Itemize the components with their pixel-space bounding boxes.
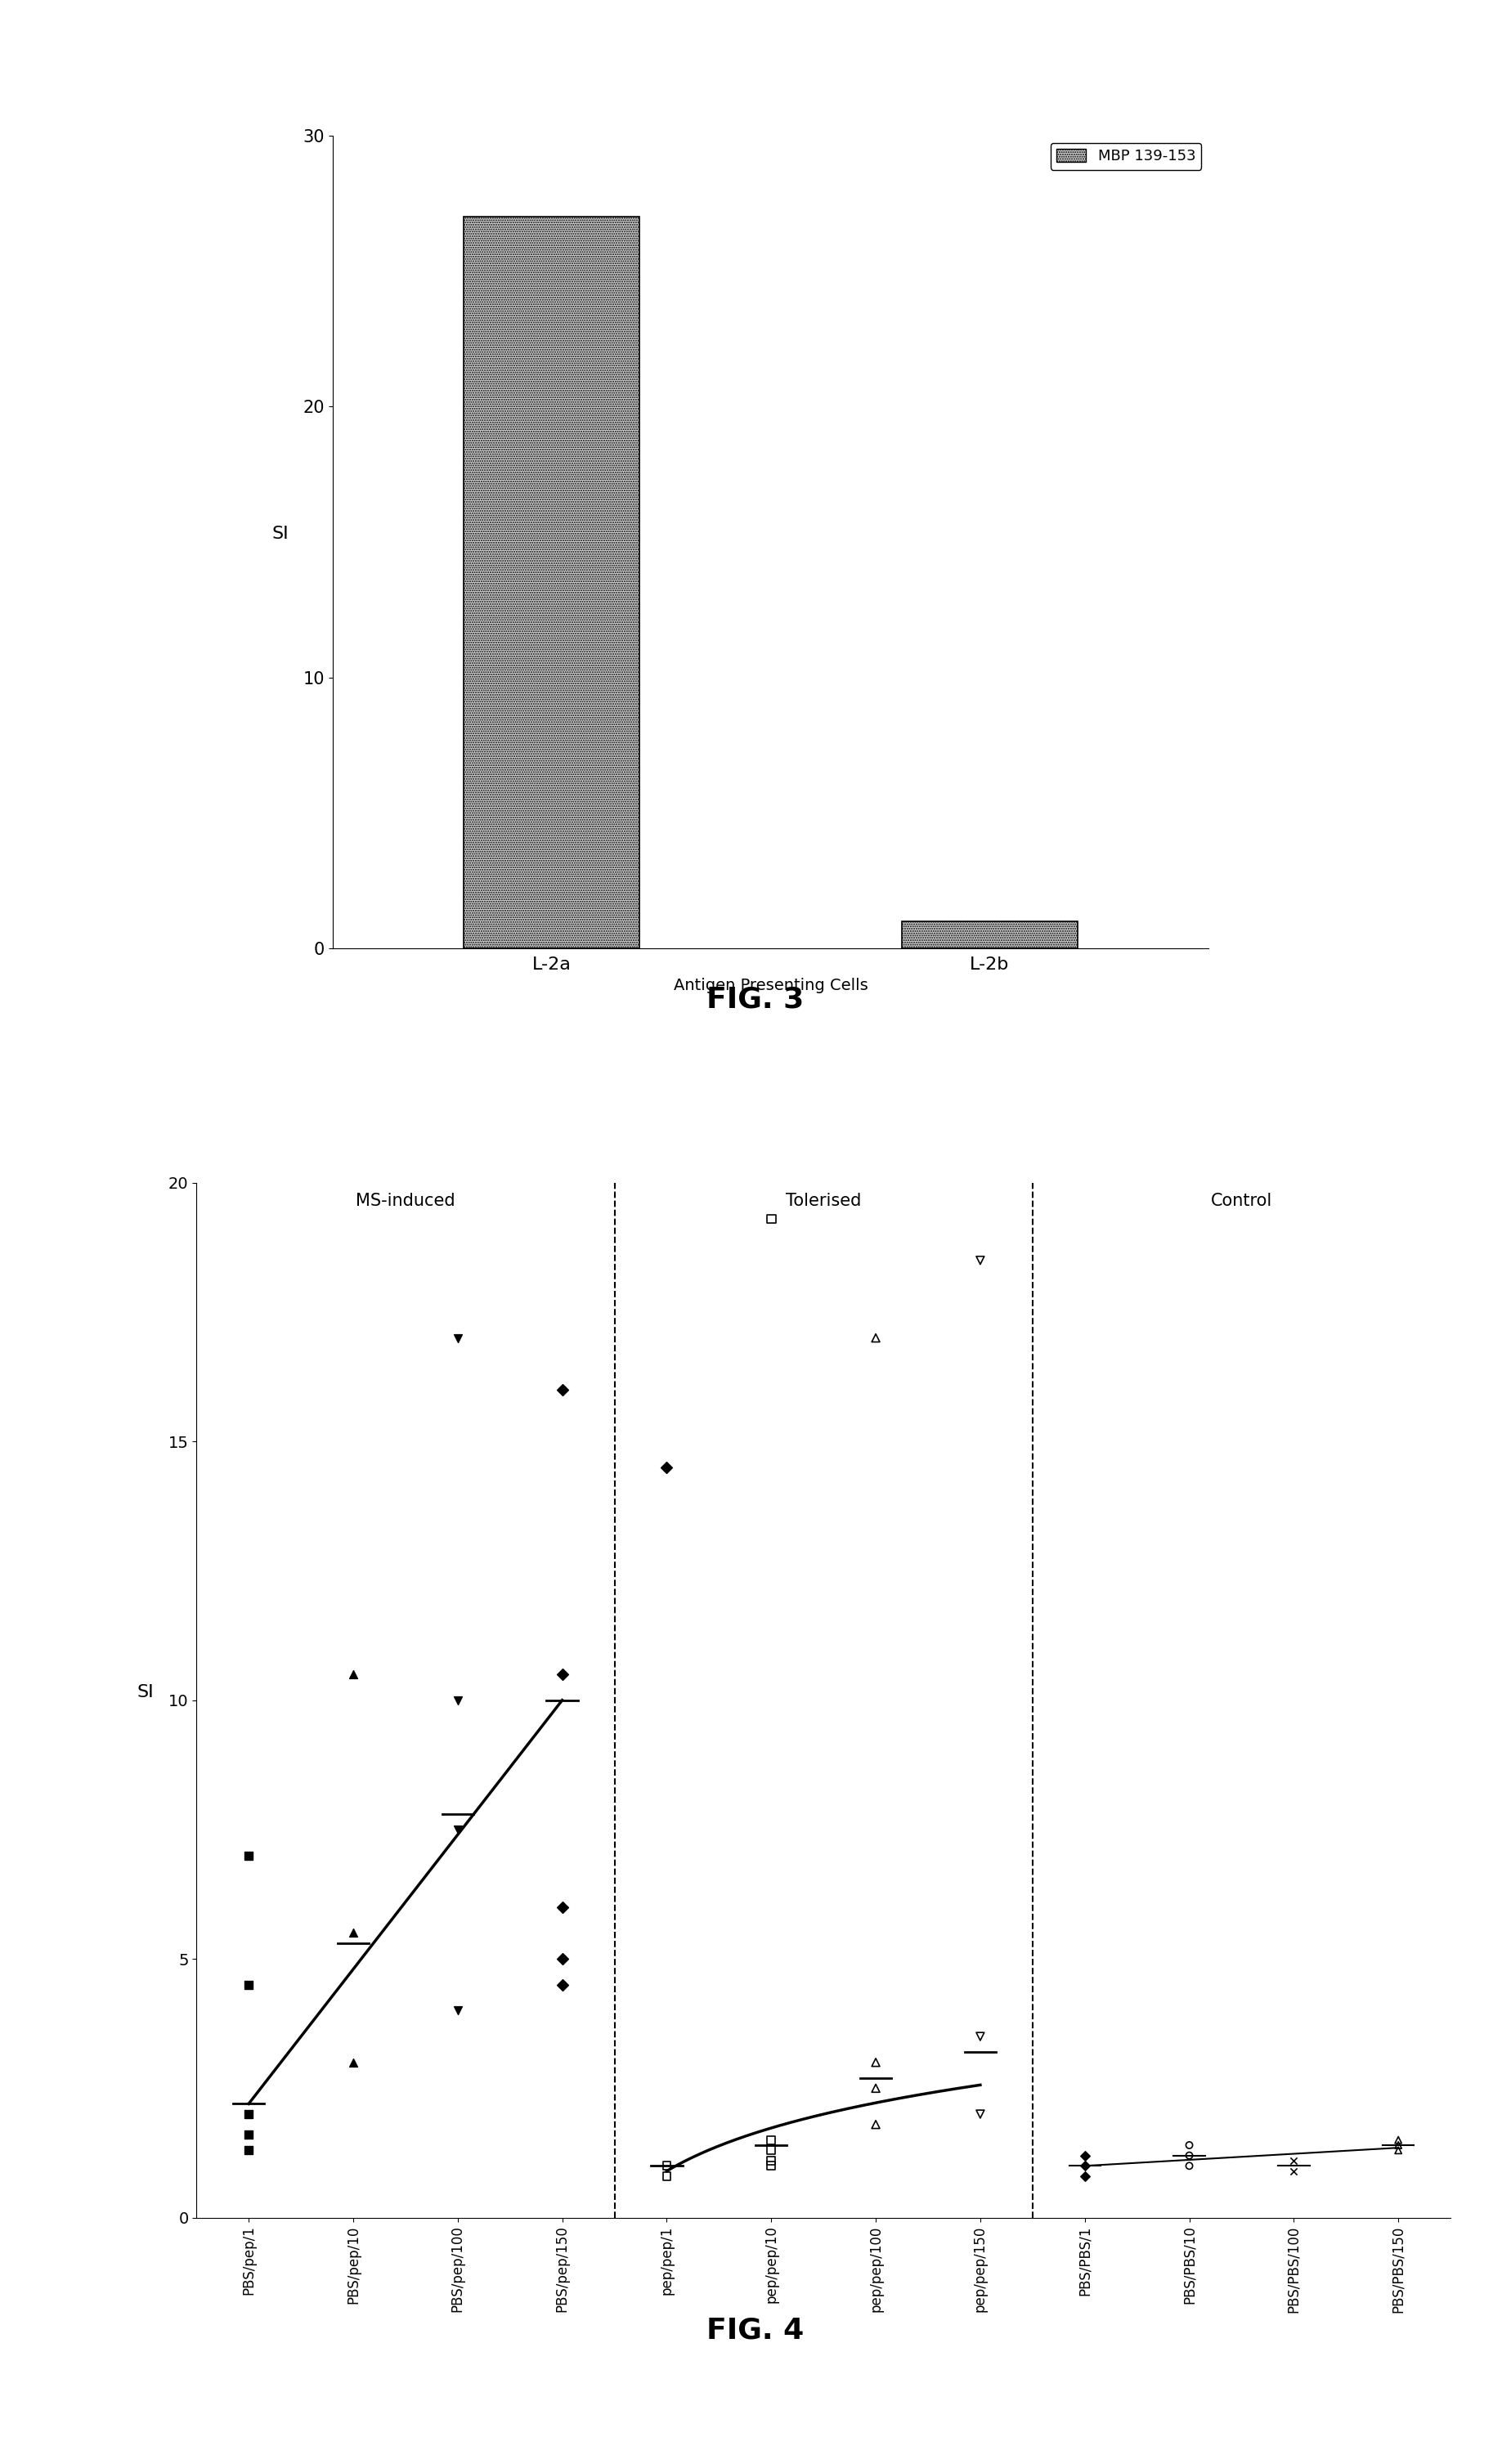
Point xyxy=(969,2016,993,2055)
Y-axis label: SI: SI xyxy=(272,525,289,542)
Point xyxy=(1386,2131,1410,2171)
Point xyxy=(237,2131,261,2171)
Point xyxy=(1281,2141,1306,2181)
Point xyxy=(654,1446,678,1486)
Point xyxy=(446,1809,470,1848)
Point xyxy=(341,2043,366,2082)
Text: Tolerised: Tolerised xyxy=(786,1193,861,1210)
Point xyxy=(550,1939,574,1979)
Point xyxy=(864,2043,888,2082)
Point xyxy=(1281,2151,1306,2190)
Point xyxy=(341,1656,366,1695)
Point xyxy=(969,1242,993,1281)
Point xyxy=(1073,2136,1097,2176)
Point xyxy=(759,2119,783,2158)
Text: Control: Control xyxy=(1210,1193,1272,1210)
Text: FIG. 3: FIG. 3 xyxy=(707,986,804,1013)
Y-axis label: SI: SI xyxy=(138,1683,154,1700)
Text: FIG. 4: FIG. 4 xyxy=(707,2316,804,2343)
Point xyxy=(446,1318,470,1358)
Point xyxy=(1073,2156,1097,2195)
Point xyxy=(550,1370,574,1409)
Point xyxy=(237,1836,261,1875)
Text: MS-induced: MS-induced xyxy=(355,1193,455,1210)
Point xyxy=(237,2094,261,2134)
Point xyxy=(864,2070,888,2109)
Point xyxy=(446,1991,470,2030)
Bar xyxy=(464,217,639,949)
Point xyxy=(654,2146,678,2186)
Point xyxy=(864,2104,888,2144)
Point xyxy=(1386,2119,1410,2158)
Point xyxy=(1177,2136,1201,2176)
Point xyxy=(341,1912,366,1951)
Point xyxy=(969,2094,993,2134)
Point xyxy=(759,2131,783,2171)
Legend: MBP 139-153: MBP 139-153 xyxy=(1050,143,1201,170)
Point xyxy=(864,1318,888,1358)
X-axis label: Antigen Presenting Cells: Antigen Presenting Cells xyxy=(674,978,867,993)
Point xyxy=(550,1656,574,1695)
Point xyxy=(759,1200,783,1239)
Bar xyxy=(902,922,1077,949)
Point xyxy=(1177,2126,1201,2166)
Point xyxy=(446,1680,470,1720)
Point xyxy=(1177,2146,1201,2186)
Point xyxy=(1386,2126,1410,2166)
Point xyxy=(759,2146,783,2186)
Point xyxy=(1073,2146,1097,2186)
Point xyxy=(550,1966,574,2006)
Point xyxy=(237,2114,261,2154)
Point xyxy=(759,2141,783,2181)
Point xyxy=(237,1966,261,2006)
Point xyxy=(550,1887,574,1927)
Point xyxy=(654,2156,678,2195)
